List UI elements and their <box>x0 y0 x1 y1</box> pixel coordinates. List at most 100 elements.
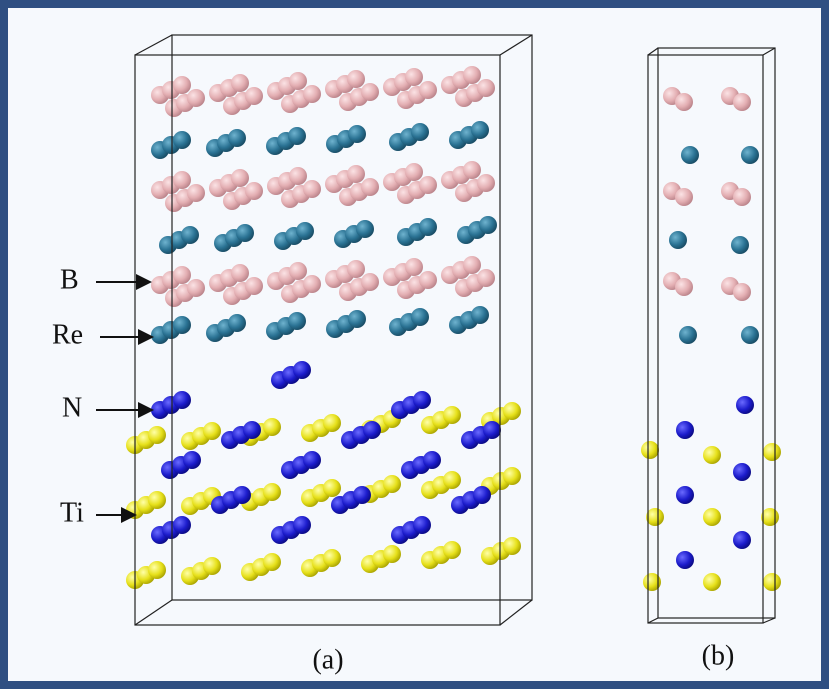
atom <box>477 269 495 287</box>
atom <box>203 557 221 575</box>
atom <box>289 72 307 90</box>
atom <box>231 74 249 92</box>
atom <box>676 486 694 504</box>
atom <box>323 549 341 567</box>
atom <box>419 218 437 236</box>
atom <box>443 541 461 559</box>
atom <box>463 256 481 274</box>
atom <box>477 174 495 192</box>
atom <box>383 475 401 493</box>
atom <box>181 226 199 244</box>
atom <box>361 273 379 291</box>
atom <box>503 402 521 420</box>
atom <box>411 308 429 326</box>
atom <box>681 146 699 164</box>
label: Ti <box>60 497 84 528</box>
atom <box>148 491 166 509</box>
atom <box>733 463 751 481</box>
atom <box>676 551 694 569</box>
atom <box>483 421 501 439</box>
atom <box>173 266 191 284</box>
atom <box>675 93 693 111</box>
atom <box>473 486 491 504</box>
atom <box>361 178 379 196</box>
atom <box>363 421 381 439</box>
atom <box>263 418 281 436</box>
atom <box>245 87 263 105</box>
atom <box>731 236 749 254</box>
atom <box>356 220 374 238</box>
atom <box>263 483 281 501</box>
label: Re <box>52 319 83 350</box>
atom <box>383 545 401 563</box>
atom <box>303 180 321 198</box>
atom <box>361 83 379 101</box>
atom <box>733 188 751 206</box>
atom <box>733 531 751 549</box>
atom <box>173 131 191 149</box>
atom <box>148 561 166 579</box>
atom <box>288 312 306 330</box>
atom <box>243 421 261 439</box>
atom <box>303 275 321 293</box>
atom <box>419 176 437 194</box>
atom <box>503 467 521 485</box>
label: B <box>60 264 79 295</box>
atom <box>471 121 489 139</box>
atom <box>479 216 497 234</box>
atom <box>503 537 521 555</box>
atom <box>228 129 246 147</box>
atom <box>236 224 254 242</box>
atom <box>741 326 759 344</box>
atom <box>289 262 307 280</box>
atom <box>463 66 481 84</box>
atom <box>348 125 366 143</box>
atom <box>323 479 341 497</box>
atom <box>761 508 779 526</box>
atom <box>736 396 754 414</box>
atom <box>679 326 697 344</box>
atom <box>245 277 263 295</box>
atom <box>347 260 365 278</box>
atom <box>763 443 781 461</box>
atom <box>173 171 191 189</box>
atom <box>187 279 205 297</box>
atom <box>245 182 263 200</box>
atom <box>405 163 423 181</box>
caption: (b) <box>702 640 735 671</box>
atom <box>703 508 721 526</box>
atom <box>231 264 249 282</box>
atom <box>203 422 221 440</box>
atom <box>173 76 191 94</box>
atom <box>353 486 371 504</box>
atom <box>763 573 781 591</box>
atom <box>669 231 687 249</box>
atom <box>347 70 365 88</box>
atom <box>703 446 721 464</box>
atom <box>443 471 461 489</box>
atom <box>405 258 423 276</box>
atom <box>303 85 321 103</box>
atom <box>419 271 437 289</box>
atom <box>405 68 423 86</box>
atom <box>173 516 191 534</box>
atom <box>676 421 694 439</box>
atom <box>347 165 365 183</box>
atom <box>233 486 251 504</box>
atom <box>471 306 489 324</box>
atom <box>173 316 191 334</box>
atom <box>228 314 246 332</box>
atom <box>323 414 341 432</box>
atom <box>231 169 249 187</box>
atom <box>289 167 307 185</box>
atom <box>423 451 441 469</box>
atom <box>413 391 431 409</box>
label: N <box>62 392 82 423</box>
atom <box>733 93 751 111</box>
atom <box>741 146 759 164</box>
atom <box>303 451 321 469</box>
atom <box>463 161 481 179</box>
atom <box>733 283 751 301</box>
atom <box>419 81 437 99</box>
atom <box>148 426 166 444</box>
